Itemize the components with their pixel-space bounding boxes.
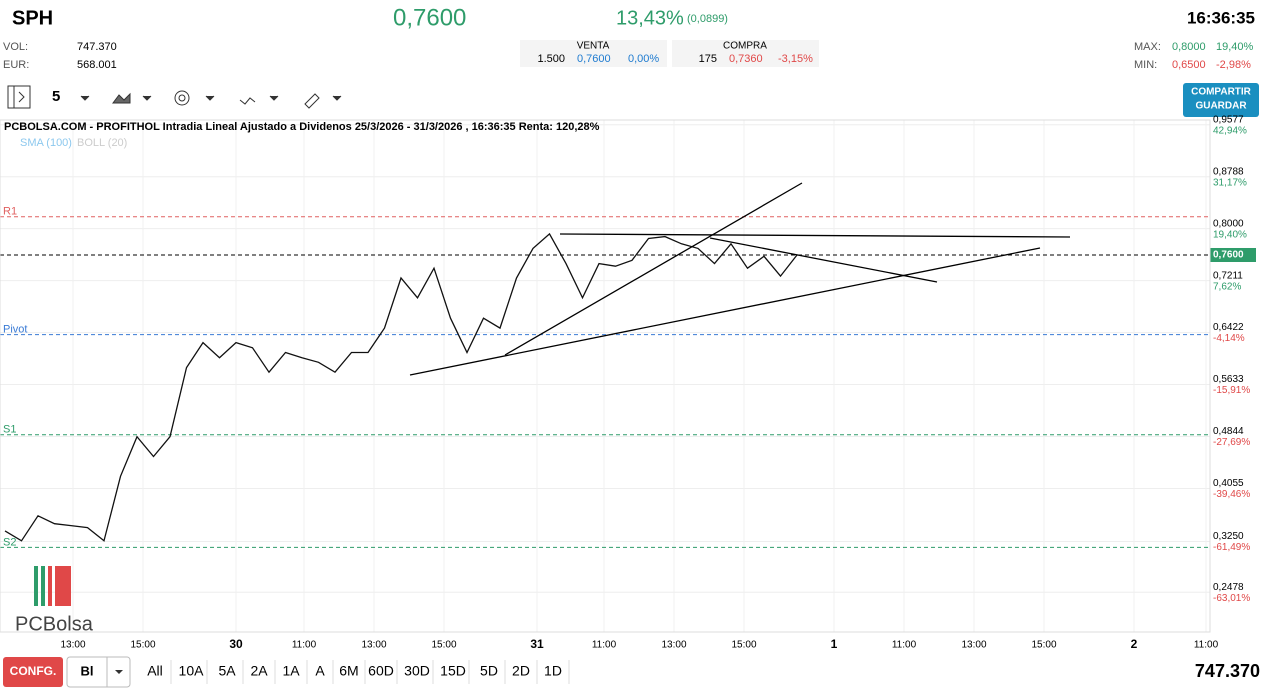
y-tick-pct: -27,69% xyxy=(1213,437,1250,448)
y-tick-label: 0,2478 xyxy=(1213,582,1244,593)
toolbar[interactable] xyxy=(7,85,342,109)
y-tick-pct: 19,40% xyxy=(1213,229,1247,240)
venta-qty: 1.500 xyxy=(537,53,565,65)
share-label[interactable]: COMPARTIR xyxy=(1191,87,1252,98)
max: 0,8000 xyxy=(1172,41,1206,53)
logo: PCBolsa xyxy=(15,566,94,635)
x-tick-label: 2 xyxy=(1131,637,1138,651)
level-label: Pivot xyxy=(3,324,27,336)
change-abs: (0,0899) xyxy=(687,13,728,25)
save-label[interactable]: GUARDAR xyxy=(1195,101,1247,112)
venta-price: 0,7600 xyxy=(577,53,611,65)
chart-title: PCBOLSA.COM - PROFITHOL Intradia Lineal … xyxy=(4,121,600,133)
x-tick-label: 15:00 xyxy=(431,640,456,651)
period-button[interactable]: 1D xyxy=(544,663,562,679)
min-pct: -2,98% xyxy=(1216,59,1251,71)
x-tick-label: 15:00 xyxy=(1031,640,1056,651)
x-tick-label: 13:00 xyxy=(961,640,986,651)
price-line xyxy=(4,232,798,542)
x-tick-label: 31 xyxy=(530,637,544,651)
level-label: S2 xyxy=(3,536,16,548)
y-tick-pct: 42,94% xyxy=(1213,125,1247,136)
x-tick-label: 30 xyxy=(229,637,243,651)
min: 0,6500 xyxy=(1172,59,1206,71)
config-label[interactable]: CONFG. xyxy=(10,664,57,678)
mode-select[interactable] xyxy=(66,656,131,688)
period-button[interactable]: A xyxy=(315,663,325,679)
y-tick-pct: -15,91% xyxy=(1213,385,1250,396)
x-tick-label: 15:00 xyxy=(130,640,155,651)
max-pct: 19,40% xyxy=(1216,41,1254,53)
y-tick-pct: -63,01% xyxy=(1213,593,1250,604)
compra-qty: 175 xyxy=(699,53,717,65)
symbol: SPH xyxy=(12,7,53,29)
current-label: 0,7600 xyxy=(1213,250,1244,261)
period-button[interactable]: 5A xyxy=(218,663,236,679)
period-button[interactable]: 10A xyxy=(179,663,205,679)
period-button[interactable]: 30D xyxy=(404,663,430,679)
venta-label: VENTA xyxy=(577,41,610,52)
y-tick-label: 0,9577 xyxy=(1213,114,1244,125)
max-label: MAX: xyxy=(1134,41,1161,53)
x-tick-label: 11:00 xyxy=(892,640,917,651)
time: 16:36:35 xyxy=(1187,8,1255,27)
change-pct: 13,43% xyxy=(616,7,684,29)
interval[interactable]: 5 xyxy=(52,88,60,105)
y-tick-pct: -39,46% xyxy=(1213,489,1250,500)
y-tick-label: 0,8000 xyxy=(1213,218,1244,229)
x-tick-label: 13:00 xyxy=(361,640,386,651)
min-label: MIN: xyxy=(1134,59,1157,71)
level-label: R1 xyxy=(3,206,17,218)
y-tick-label: 0,8788 xyxy=(1213,166,1244,177)
footer-volume: 747.370 xyxy=(1195,661,1260,681)
y-tick-pct: -61,49% xyxy=(1213,542,1250,553)
compra-label: COMPRA xyxy=(723,41,767,52)
share-button[interactable] xyxy=(1183,83,1259,117)
last-price: 0,7600 xyxy=(393,4,466,31)
y-tick-label: 0,4055 xyxy=(1213,478,1244,489)
y-tick-pct: -4,14% xyxy=(1213,333,1245,344)
period-button[interactable]: 1A xyxy=(282,663,300,679)
x-tick-label: 11:00 xyxy=(592,640,617,651)
x-tick-label: 11:00 xyxy=(1194,640,1219,651)
period-button[interactable]: 5D xyxy=(480,663,498,679)
trendlines xyxy=(409,182,1071,376)
x-tick-label: 13:00 xyxy=(661,640,686,651)
current-tag xyxy=(1210,247,1256,262)
y-tick-label: 0,3250 xyxy=(1213,531,1244,542)
boll-label: BOLL (20) xyxy=(77,137,127,149)
period-button[interactable]: All xyxy=(147,663,163,679)
y-tick-label: 0,4844 xyxy=(1213,426,1244,437)
compra-price: 0,7360 xyxy=(729,53,763,65)
eur: 568.001 xyxy=(77,59,117,71)
venta-pct: 0,00% xyxy=(628,53,659,65)
y-tick-label: 0,7211 xyxy=(1213,270,1243,281)
eur-label: EUR: xyxy=(3,59,29,71)
y-tick-label: 0,5633 xyxy=(1213,374,1244,385)
config-button[interactable] xyxy=(3,657,63,687)
x-tick-label: 1 xyxy=(831,637,838,651)
vol-label: VOL: xyxy=(3,41,28,53)
compra-pct: -3,15% xyxy=(778,53,813,65)
x-tick-label: 15:00 xyxy=(731,640,756,651)
logo-text: PCBolsa xyxy=(15,613,94,635)
x-tick-label: 13:00 xyxy=(60,640,85,651)
sma-label: SMA (100) xyxy=(20,137,72,149)
vol: 747.370 xyxy=(77,41,117,53)
period-button[interactable]: 6M xyxy=(339,663,358,679)
level-label: S1 xyxy=(3,424,16,436)
mode-label[interactable]: Bl xyxy=(81,663,94,678)
y-tick-pct: 7,62% xyxy=(1213,281,1241,292)
period-button[interactable]: 2A xyxy=(250,663,268,679)
y-tick-label: 0,6422 xyxy=(1213,322,1244,333)
period-button[interactable]: 2D xyxy=(512,663,530,679)
period-button[interactable]: 60D xyxy=(368,663,394,679)
period-button[interactable]: 15D xyxy=(440,663,466,679)
x-tick-label: 11:00 xyxy=(292,640,317,651)
y-tick-pct: 31,17% xyxy=(1213,177,1247,188)
